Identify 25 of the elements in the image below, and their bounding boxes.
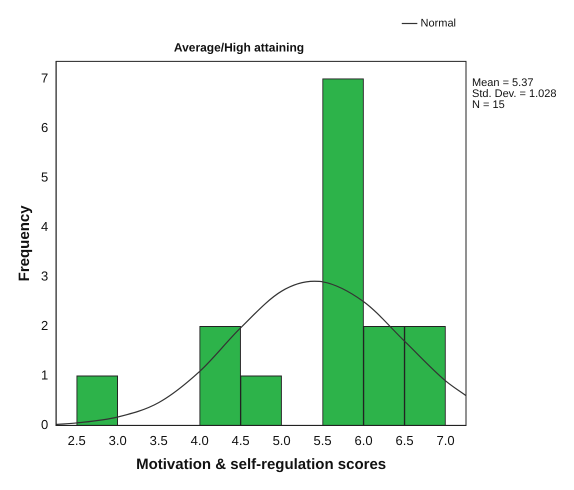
y-tick-label: 2 <box>40 318 48 333</box>
x-tick-label: 7.0 <box>436 432 455 448</box>
text: Std. Dev. = 1.028 <box>472 88 556 100</box>
x-tick-label: 4.0 <box>190 432 209 448</box>
text: N = 15 <box>472 98 505 111</box>
x-tick-label: 3.5 <box>150 432 168 448</box>
x-tick-label: 6.0 <box>354 432 373 448</box>
y-tick-label: 0 <box>40 416 48 432</box>
y-tick-label: 7 <box>40 70 48 86</box>
y-axis-title: Frequency <box>16 204 34 282</box>
y-tick-label: 6 <box>40 120 48 135</box>
x-tick-label: 3.0 <box>108 432 127 448</box>
x-tick-label: 5.0 <box>272 432 291 448</box>
text: Mean = 5.37 <box>472 76 534 89</box>
x-tick-label: 4.5 <box>232 432 250 448</box>
x-tick-label: 2.5 <box>68 432 86 448</box>
y-tick-label: 5 <box>40 169 48 184</box>
y-tick-label: 1 <box>40 367 48 382</box>
x-axis-title: Motivation & self-regulation scores <box>136 456 386 474</box>
y-tick-label: 3 <box>40 268 48 284</box>
x-tick-label: 5.5 <box>314 432 332 448</box>
legend-label: Normal <box>420 18 456 30</box>
x-tick-label: 6.5 <box>395 432 414 448</box>
chart-title: Average/High attaining <box>174 40 304 55</box>
y-tick-label: 4 <box>40 218 48 234</box>
